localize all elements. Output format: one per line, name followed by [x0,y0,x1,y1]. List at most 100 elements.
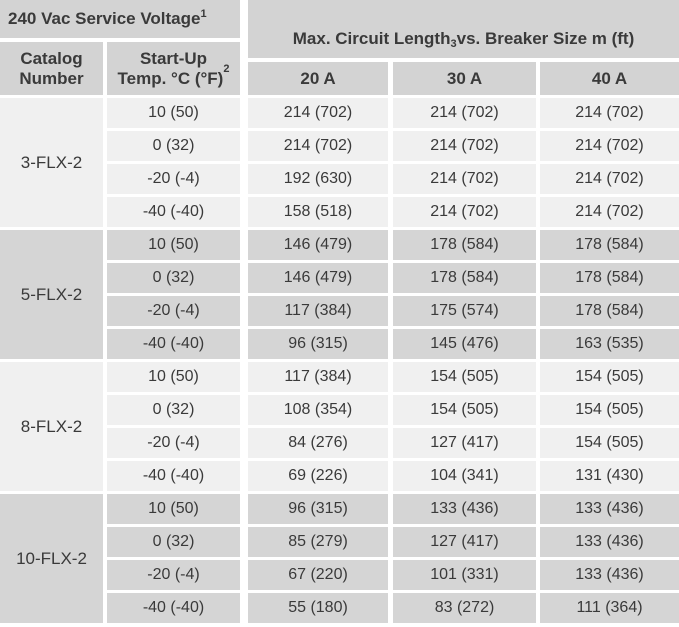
table-row: -20 (-4) 84 (276) 127 (417) 154 (505) [107,428,679,458]
value-cell-20a: 96 (315) [248,329,388,359]
table-row: 0 (32) 85 (279) 127 (417) 133 (436) [107,527,679,557]
value-cell-40a: 133 (436) [540,527,679,557]
value-cell-20a: 85 (279) [248,527,388,557]
table-row: -20 (-4) 192 (630) 214 (702) 214 (702) [107,164,679,194]
value-cell-20a: 108 (354) [248,395,388,425]
table-body: 3-FLX-2 10 (50) 214 (702) 214 (702) 214 (702… [0,98,679,623]
value-cell-30a: 154 (505) [393,395,536,425]
value-cell-40a: 163 (535) [540,329,679,359]
value-cell-30a: 133 (436) [393,494,536,524]
catalog-group: 8-FLX-2 10 (50) 117 (384) 154 (505) 154 (505… [0,362,679,491]
startup-temp-cell: -20 (-4) [107,164,240,194]
value-cell-30a: 83 (272) [393,593,536,623]
startup-temp-cell: 0 (32) [107,395,240,425]
startup-temp-cell: 0 (32) [107,131,240,161]
value-cell-20a: 117 (384) [248,296,388,326]
value-cell-40a: 214 (702) [540,131,679,161]
breaker-header-30a: 30 A [393,62,536,95]
table-row: 10 (50) 214 (702) 214 (702) 214 (702) [107,98,679,128]
startup-temp-cell: 0 (32) [107,527,240,557]
header-left-block: 240 Vac Service Voltage 1 Catalog Number … [0,0,240,95]
value-cell-30a: 175 (574) [393,296,536,326]
value-cell-40a: 214 (702) [540,197,679,227]
value-cell-20a: 214 (702) [248,131,388,161]
service-voltage-title: 240 Vac Service Voltage 1 [0,0,240,38]
startup-temp-cell: 10 (50) [107,494,240,524]
table-row: -40 (-40) 69 (226) 104 (341) 131 (430) [107,461,679,491]
circuit-length-title: Max. Circuit Length 3 vs. Breaker Size m … [248,0,679,58]
column-header-row-left: Catalog Number Start-Up Temp. °C (°F)2 [0,42,240,95]
value-cell-40a: 214 (702) [540,164,679,194]
group-rows: 10 (50) 214 (702) 214 (702) 214 (702) 0 (32)… [107,98,679,227]
value-cell-20a: 96 (315) [248,494,388,524]
value-cell-30a: 214 (702) [393,197,536,227]
table-row: -40 (-40) 96 (315) 145 (476) 163 (535) [107,329,679,359]
value-cell-30a: 178 (584) [393,230,536,260]
catalog-group: 10-FLX-2 10 (50) 96 (315) 133 (436) 133 (436… [0,494,679,623]
value-cell-40a: 178 (584) [540,230,679,260]
startup-temp-line2: Temp. °C (°F)2 [117,62,230,88]
table-row: 0 (32) 108 (354) 154 (505) 154 (505) [107,395,679,425]
header-right-block: Max. Circuit Length 3 vs. Breaker Size m … [248,0,679,95]
value-cell-30a: 101 (331) [393,560,536,590]
value-cell-20a: 158 (518) [248,197,388,227]
value-cell-30a: 178 (584) [393,263,536,293]
table-row: 10 (50) 96 (315) 133 (436) 133 (436) [107,494,679,524]
value-cell-40a: 154 (505) [540,362,679,392]
table-row: 0 (32) 214 (702) 214 (702) 214 (702) [107,131,679,161]
catalog-cell: 8-FLX-2 [0,362,103,491]
value-cell-20a: 146 (479) [248,263,388,293]
value-cell-40a: 154 (505) [540,428,679,458]
value-cell-40a: 133 (436) [540,494,679,524]
value-cell-30a: 127 (417) [393,527,536,557]
value-cell-30a: 214 (702) [393,98,536,128]
value-cell-20a: 55 (180) [248,593,388,623]
service-voltage-text: 240 Vac Service Voltage [8,9,201,28]
value-cell-40a: 131 (430) [540,461,679,491]
table-row: 10 (50) 117 (384) 154 (505) 154 (505) [107,362,679,392]
catalog-number-header: Catalog Number [0,42,103,95]
table-row: -20 (-4) 67 (220) 101 (331) 133 (436) [107,560,679,590]
startup-temp-cell: -40 (-40) [107,461,240,491]
value-cell-20a: 192 (630) [248,164,388,194]
catalog-cell: 3-FLX-2 [0,98,103,227]
table-row: -40 (-40) 55 (180) 83 (272) 111 (364) [107,593,679,623]
value-cell-30a: 214 (702) [393,164,536,194]
breaker-header-20a: 20 A [248,62,388,95]
startup-temp-cell: -40 (-40) [107,197,240,227]
value-cell-20a: 69 (226) [248,461,388,491]
catalog-group: 5-FLX-2 10 (50) 146 (479) 178 (584) 178 (584… [0,230,679,359]
value-cell-40a: 111 (364) [540,593,679,623]
table-row: 0 (32) 146 (479) 178 (584) 178 (584) [107,263,679,293]
value-cell-20a: 117 (384) [248,362,388,392]
startup-temp-cell: -40 (-40) [107,329,240,359]
catalog-cell: 10-FLX-2 [0,494,103,623]
value-cell-30a: 214 (702) [393,131,536,161]
startup-temp-cell: 10 (50) [107,230,240,260]
breaker-header-40a: 40 A [540,62,679,95]
table-row: 10 (50) 146 (479) 178 (584) 178 (584) [107,230,679,260]
table-row: -20 (-4) 117 (384) 175 (574) 178 (584) [107,296,679,326]
value-cell-40a: 178 (584) [540,296,679,326]
group-rows: 10 (50) 146 (479) 178 (584) 178 (584) 0 (32)… [107,230,679,359]
value-cell-20a: 67 (220) [248,560,388,590]
catalog-cell: 5-FLX-2 [0,230,103,359]
startup-temp-cell: 10 (50) [107,98,240,128]
startup-temp-cell: -20 (-4) [107,296,240,326]
group-rows: 10 (50) 96 (315) 133 (436) 133 (436) 0 (32) 8… [107,494,679,623]
value-cell-30a: 104 (341) [393,461,536,491]
startup-temp-cell: 10 (50) [107,362,240,392]
startup-temp-cell: 0 (32) [107,263,240,293]
value-cell-40a: 154 (505) [540,395,679,425]
value-cell-20a: 146 (479) [248,230,388,260]
catalog-group: 3-FLX-2 10 (50) 214 (702) 214 (702) 214 (702… [0,98,679,227]
footnote-2: 2 [223,62,230,75]
startup-temp-line1: Start-Up [139,48,208,68]
table-row: -40 (-40) 158 (518) 214 (702) 214 (702) [107,197,679,227]
value-cell-20a: 84 (276) [248,428,388,458]
value-cell-40a: 133 (436) [540,560,679,590]
value-cell-30a: 154 (505) [393,362,536,392]
startup-temp-cell: -20 (-4) [107,428,240,458]
breaker-size-header-row: 20 A 30 A 40 A [248,62,679,95]
